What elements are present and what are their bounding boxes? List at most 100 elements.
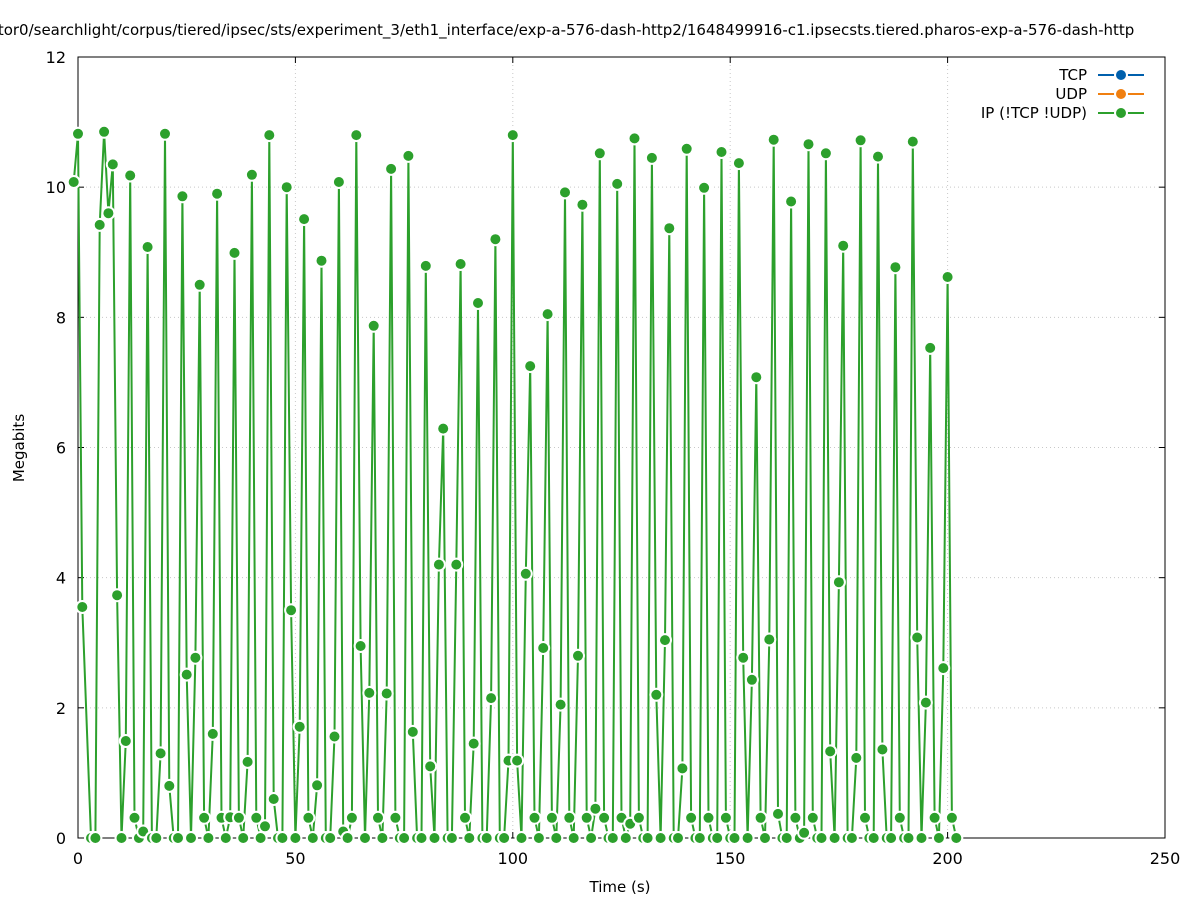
data-point bbox=[940, 270, 955, 284]
data-point bbox=[531, 831, 546, 845]
data-point bbox=[627, 131, 642, 146]
data-point bbox=[340, 831, 355, 845]
data-point bbox=[444, 831, 459, 845]
data-point bbox=[449, 557, 464, 572]
data-point bbox=[597, 810, 612, 825]
data-point bbox=[97, 124, 112, 139]
data-point bbox=[536, 641, 551, 655]
data-point bbox=[331, 175, 346, 189]
data-point bbox=[227, 245, 242, 260]
data-point bbox=[118, 734, 133, 748]
data-point bbox=[805, 810, 820, 825]
data-point bbox=[923, 340, 938, 355]
data-point bbox=[558, 185, 572, 200]
data-point bbox=[310, 778, 325, 793]
data-point bbox=[105, 157, 120, 172]
data-point bbox=[797, 825, 812, 840]
data-point bbox=[631, 810, 646, 825]
data-point bbox=[253, 831, 268, 845]
data-point bbox=[766, 132, 781, 147]
data-point bbox=[140, 240, 155, 254]
data-point bbox=[818, 146, 833, 161]
data-point bbox=[149, 831, 164, 845]
legend-label: IP (!TCP !UDP) bbox=[981, 104, 1087, 122]
data-point bbox=[284, 603, 299, 618]
data-point bbox=[197, 810, 212, 825]
data-point bbox=[527, 810, 542, 825]
data-point bbox=[836, 238, 851, 253]
data-point bbox=[362, 685, 377, 700]
data-point bbox=[384, 161, 399, 176]
data-point bbox=[484, 691, 499, 706]
data-point bbox=[414, 831, 429, 845]
data-point bbox=[784, 194, 799, 209]
data-point bbox=[549, 831, 564, 845]
data-point bbox=[771, 806, 785, 821]
data-point bbox=[901, 831, 916, 845]
data-point bbox=[566, 831, 581, 845]
data-point bbox=[153, 746, 168, 761]
x-axis-title: Time (s) bbox=[589, 878, 651, 896]
data-point bbox=[553, 697, 568, 712]
data-point bbox=[327, 729, 342, 744]
data-point bbox=[218, 831, 233, 845]
data-point bbox=[849, 750, 864, 765]
data-point bbox=[175, 189, 190, 204]
data-point bbox=[671, 831, 685, 845]
data-point bbox=[366, 318, 381, 333]
data-point bbox=[510, 753, 525, 768]
data-point bbox=[431, 557, 446, 572]
data-point bbox=[701, 810, 716, 825]
data-point bbox=[736, 650, 751, 665]
data-point bbox=[423, 759, 438, 774]
data-point bbox=[497, 831, 512, 845]
y-tick-label: 12 bbox=[46, 48, 66, 67]
data-point bbox=[479, 831, 494, 845]
data-point bbox=[697, 180, 712, 195]
data-point bbox=[931, 831, 946, 845]
data-point bbox=[371, 810, 385, 825]
y-tick-label: 6 bbox=[56, 439, 66, 458]
axis-ticks: 0 50 100 150 200 250 0 2 4 6 8 10 12 bbox=[46, 48, 1181, 868]
data-point bbox=[753, 810, 768, 825]
data-point bbox=[123, 168, 138, 183]
data-point bbox=[514, 831, 529, 845]
data-point bbox=[127, 810, 142, 825]
data-point bbox=[884, 831, 899, 845]
legend-label: UDP bbox=[1055, 85, 1087, 103]
data-point bbox=[575, 197, 590, 212]
data-point bbox=[853, 133, 868, 148]
x-tick-label: 150 bbox=[715, 849, 746, 868]
data-point bbox=[353, 639, 368, 653]
data-point bbox=[110, 588, 125, 603]
data-point bbox=[466, 736, 481, 751]
data-point bbox=[458, 810, 472, 825]
data-point bbox=[644, 150, 659, 165]
data-point bbox=[936, 661, 951, 676]
data-point bbox=[344, 810, 359, 825]
data-point bbox=[744, 672, 759, 687]
data-point bbox=[858, 810, 872, 825]
data-point bbox=[571, 648, 585, 663]
data-point bbox=[162, 778, 177, 793]
x-tick-label: 250 bbox=[1150, 849, 1181, 868]
data-point bbox=[236, 831, 251, 845]
data-point bbox=[540, 307, 555, 322]
x-tick-label: 50 bbox=[285, 849, 305, 868]
data-point bbox=[323, 831, 338, 845]
data-point bbox=[75, 600, 90, 614]
data-point bbox=[610, 176, 625, 191]
data-point bbox=[562, 810, 577, 825]
data-point bbox=[436, 421, 451, 436]
data-point bbox=[71, 126, 85, 141]
data-point bbox=[892, 810, 907, 825]
data-point bbox=[179, 667, 194, 682]
data-point bbox=[231, 810, 246, 825]
legend-marker bbox=[1114, 68, 1128, 82]
y-tick-label: 4 bbox=[56, 569, 66, 588]
y-axis-title: Megabits bbox=[10, 414, 28, 482]
data-point bbox=[762, 632, 777, 647]
data-point bbox=[740, 831, 755, 845]
data-point bbox=[944, 810, 959, 825]
